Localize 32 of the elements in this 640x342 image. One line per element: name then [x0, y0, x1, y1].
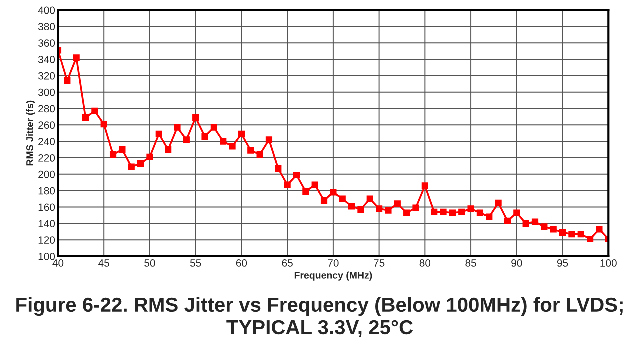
y-tick-label: 320 [38, 72, 56, 80]
x-tick-label: 45 [98, 260, 110, 267]
x-tick-label: 60 [236, 260, 248, 267]
x-tick-label: 50 [144, 260, 156, 267]
y-tick-label: 120 [38, 236, 56, 244]
y-tick-label: 100 [38, 253, 56, 260]
x-tick-label: 75 [374, 260, 385, 267]
y-tick-label: 200 [38, 170, 56, 178]
x-tick-label: 80 [420, 260, 431, 267]
y-tick-label: 280 [38, 105, 56, 113]
x-tick-label: 85 [466, 260, 476, 267]
y-tick-label: 340 [38, 56, 56, 64]
x-tick-label: 65 [282, 260, 293, 267]
x-tick-label: 70 [328, 260, 339, 267]
y-tick-label: 380 [38, 23, 56, 31]
y-tick-label: 140 [38, 220, 56, 228]
y-tick-label: 180 [38, 187, 56, 195]
y-tick-label: 160 [38, 204, 56, 212]
y-tick-label: 220 [38, 154, 56, 162]
y-tick-label: 300 [38, 88, 56, 96]
text: Figure 6-22. RMS Jitter vs Frequency (Below 100MHz) for LVDS; TYPICAL 3.3V, 25°C [16, 297, 623, 338]
x-tick-label: 55 [190, 260, 202, 267]
x-tick-label: 90 [512, 260, 522, 267]
x-axis-title: Frequency (MHz) [294, 272, 372, 281]
y-tick-label: 360 [38, 40, 56, 47]
y-tick-label: 260 [38, 122, 56, 130]
y-axis-title: RMS Jitter (fs) [26, 100, 36, 166]
x-tick-label: 40 [52, 260, 64, 267]
y-tick-label: 400 [38, 6, 56, 14]
y-tick-label: 240 [38, 138, 56, 146]
x-tick-label: 100 [600, 260, 617, 267]
x-tick-label: 95 [557, 260, 568, 267]
